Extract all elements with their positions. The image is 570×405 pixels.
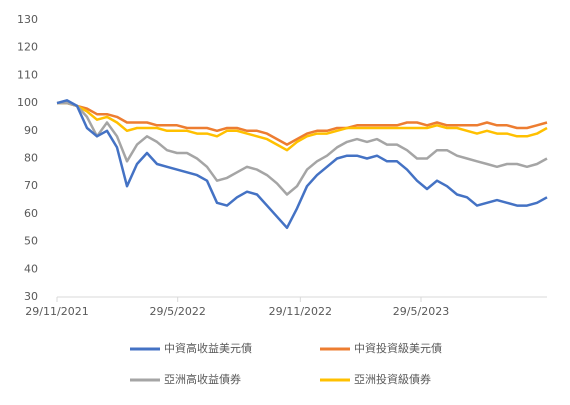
- legend-label: 亞洲高收益債券: [164, 372, 241, 386]
- legend-label: 中資高收益美元債: [164, 341, 252, 355]
- series-line: [57, 101, 548, 196]
- x-tick-label: 29/5/2023: [393, 305, 449, 318]
- y-tick-label: 50: [24, 235, 38, 248]
- series-line: [57, 101, 548, 146]
- series-line: [57, 101, 548, 152]
- y-tick-label: 80: [24, 152, 38, 165]
- y-tick-label: 40: [24, 262, 38, 275]
- legend-label: 中資投資級美元債: [354, 341, 442, 355]
- y-tick-label: 30: [24, 290, 38, 303]
- x-tick-label: 29/11/2022: [269, 305, 332, 318]
- y-tick-label: 90: [24, 124, 38, 137]
- legend-label: 亞洲投資級債券: [354, 372, 431, 386]
- y-tick-label: 130: [17, 13, 38, 26]
- y-tick-label: 110: [17, 68, 38, 81]
- y-tick-label: 100: [17, 96, 38, 109]
- y-tick-label: 60: [24, 207, 38, 220]
- y-tick-label: 70: [24, 179, 38, 192]
- x-tick-label: 29/5/2022: [149, 305, 205, 318]
- x-tick-label: 29/11/2021: [25, 305, 88, 318]
- y-tick-label: 120: [17, 41, 38, 54]
- series-line: [56, 99, 548, 230]
